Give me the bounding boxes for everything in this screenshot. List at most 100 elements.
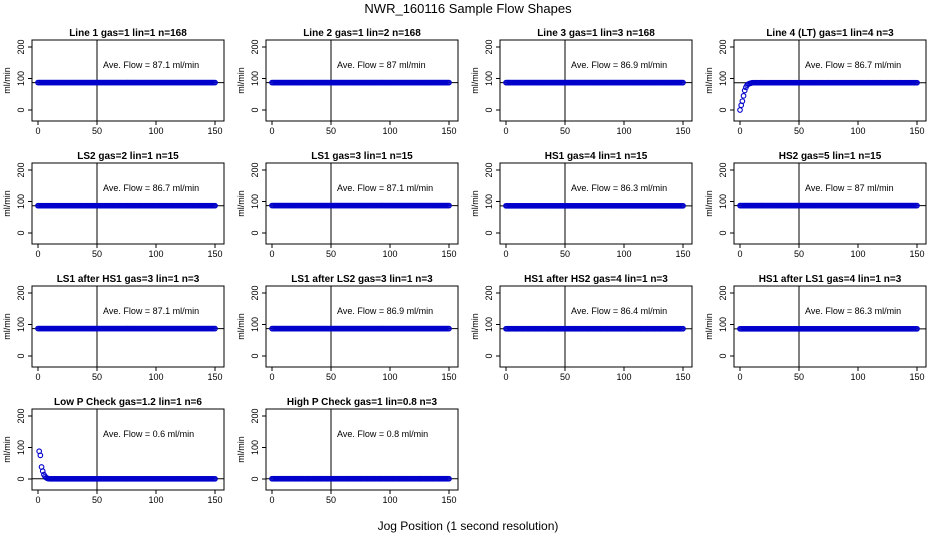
subplot: LS1 after LS2 gas=3 lin=1 n=3 0 50 100 150 0 1… — [236, 274, 459, 382]
plot-frame — [265, 162, 459, 245]
y-tick-label: 100 — [16, 194, 26, 209]
y-tick-label: 0 — [250, 107, 260, 112]
y-tick-label: 0 — [16, 107, 26, 112]
y-axis-label: ml/min — [236, 436, 246, 463]
figure-title: NWR_160116 Sample Flow Shapes — [364, 1, 572, 16]
mean-annotation: Ave. Flow = 87 ml/min — [337, 60, 426, 70]
x-tick-label: 100 — [616, 372, 631, 382]
y-tick-label: 200 — [250, 162, 260, 177]
x-tick-label: 150 — [909, 372, 924, 382]
y-tick-label: 200 — [484, 39, 494, 54]
x-tick-label: 0 — [503, 126, 508, 136]
x-tick-label: 50 — [794, 249, 804, 259]
y-tick-label: 0 — [718, 107, 728, 112]
subplot: High P Check gas=1 lin=0.8 n=3 0 50 100 150 0… — [236, 397, 459, 505]
y-tick-label: 100 — [718, 317, 728, 332]
subplot: Low P Check gas=1.2 lin=1 n=6 0 50 100 150 0 1… — [2, 397, 225, 505]
x-tick-label: 50 — [92, 372, 102, 382]
x-tick-label: 150 — [675, 249, 690, 259]
x-tick-label: 0 — [269, 372, 274, 382]
y-tick-label: 0 — [16, 476, 26, 481]
x-tick-label: 100 — [382, 249, 397, 259]
x-tick-label: 50 — [92, 126, 102, 136]
data-point — [740, 92, 747, 99]
x-tick-label: 0 — [269, 249, 274, 259]
subplot-title: LS1 gas=3 lin=1 n=15 — [311, 151, 413, 162]
x-tick-label: 150 — [909, 126, 924, 136]
mean-annotation: Ave. Flow = 87.1 ml/min — [103, 60, 199, 70]
y-tick-label: 100 — [718, 71, 728, 86]
y-tick-label: 100 — [16, 317, 26, 332]
mean-annotation: Ave. Flow = 86.3 ml/min — [805, 306, 901, 316]
x-tick-label: 50 — [326, 495, 336, 505]
y-axis-label: ml/min — [2, 313, 12, 340]
x-tick-label: 50 — [326, 126, 336, 136]
subplot-title: HS1 gas=4 lin=1 n=15 — [545, 151, 648, 162]
plot-frame — [265, 39, 459, 122]
x-tick-label: 0 — [269, 495, 274, 505]
y-tick-label: 200 — [250, 39, 260, 54]
data-point — [446, 79, 452, 86]
data-point — [914, 202, 920, 209]
y-tick-label: 200 — [484, 162, 494, 177]
y-axis-label: ml/min — [2, 190, 12, 217]
x-tick-label: 150 — [675, 126, 690, 136]
mean-annotation: Ave. Flow = 87 ml/min — [805, 183, 894, 193]
mean-annotation: Ave. Flow = 86.7 ml/min — [805, 60, 901, 70]
y-tick-label: 0 — [250, 476, 260, 481]
mean-annotation: Ave. Flow = 86.9 ml/min — [571, 60, 667, 70]
subplot: LS1 gas=3 lin=1 n=15 0 50 100 150 0 100 200 ml/m… — [236, 151, 459, 259]
data-point — [914, 79, 920, 86]
x-tick-label: 0 — [269, 126, 274, 136]
mean-annotation: Ave. Flow = 0.6 ml/min — [103, 429, 194, 439]
subplot: LS1 after HS1 gas=3 lin=1 n=3 0 50 100 150 0 1… — [2, 274, 225, 382]
data-point — [212, 202, 218, 209]
y-tick-label: 0 — [484, 353, 494, 358]
y-tick-label: 200 — [16, 408, 26, 423]
x-tick-label: 0 — [737, 249, 742, 259]
y-tick-label: 200 — [718, 162, 728, 177]
mean-annotation: Ave. Flow = 87.1 ml/min — [337, 183, 433, 193]
y-tick-label: 200 — [484, 285, 494, 300]
x-tick-label: 100 — [850, 249, 865, 259]
data-point — [212, 79, 218, 86]
subplot-title: HS1 after HS2 gas=4 lin=1 n=3 — [524, 274, 668, 285]
data-point — [739, 98, 746, 105]
data-point — [446, 475, 452, 482]
x-tick-label: 100 — [616, 249, 631, 259]
plot-frame — [733, 39, 927, 122]
x-tick-label: 150 — [441, 495, 456, 505]
subplot-title: Line 4 (LT) gas=1 lin=4 n=3 — [766, 28, 894, 39]
subplot: HS1 gas=4 lin=1 n=15 0 50 100 150 0 100 200 ml/m… — [470, 151, 693, 259]
y-axis-label: ml/min — [704, 67, 714, 94]
x-tick-label: 50 — [326, 249, 336, 259]
y-tick-label: 200 — [16, 162, 26, 177]
x-tick-label: 100 — [382, 372, 397, 382]
data-point — [212, 325, 218, 332]
subplot-title: LS1 after LS2 gas=3 lin=1 n=3 — [291, 274, 433, 285]
subplot: HS1 after LS1 gas=4 lin=1 n=3 0 50 100 150 0 1… — [704, 274, 927, 382]
y-tick-label: 0 — [484, 107, 494, 112]
subplot-title: HS1 after LS1 gas=4 lin=1 n=3 — [759, 274, 902, 285]
x-tick-label: 150 — [207, 126, 222, 136]
y-tick-label: 100 — [484, 317, 494, 332]
data-point — [741, 87, 748, 94]
plot-frame — [31, 39, 225, 122]
y-tick-label: 0 — [16, 353, 26, 358]
x-tick-label: 50 — [560, 249, 570, 259]
plot-frame — [499, 285, 693, 368]
data-point — [914, 325, 920, 332]
subplot-title: Line 1 gas=1 lin=1 n=168 — [69, 28, 187, 39]
x-tick-label: 0 — [35, 249, 40, 259]
data-point — [37, 452, 44, 459]
x-tick-label: 150 — [909, 249, 924, 259]
x-tick-label: 100 — [148, 372, 163, 382]
y-axis-label: ml/min — [470, 313, 480, 340]
x-tick-label: 50 — [92, 495, 102, 505]
subplot: Line 3 gas=1 lin=3 n=168 0 50 100 150 0 100 200… — [470, 28, 693, 136]
x-tick-label: 100 — [616, 126, 631, 136]
x-tick-label: 150 — [207, 495, 222, 505]
x-tick-label: 100 — [382, 126, 397, 136]
y-tick-label: 0 — [484, 230, 494, 235]
data-point — [446, 202, 452, 209]
